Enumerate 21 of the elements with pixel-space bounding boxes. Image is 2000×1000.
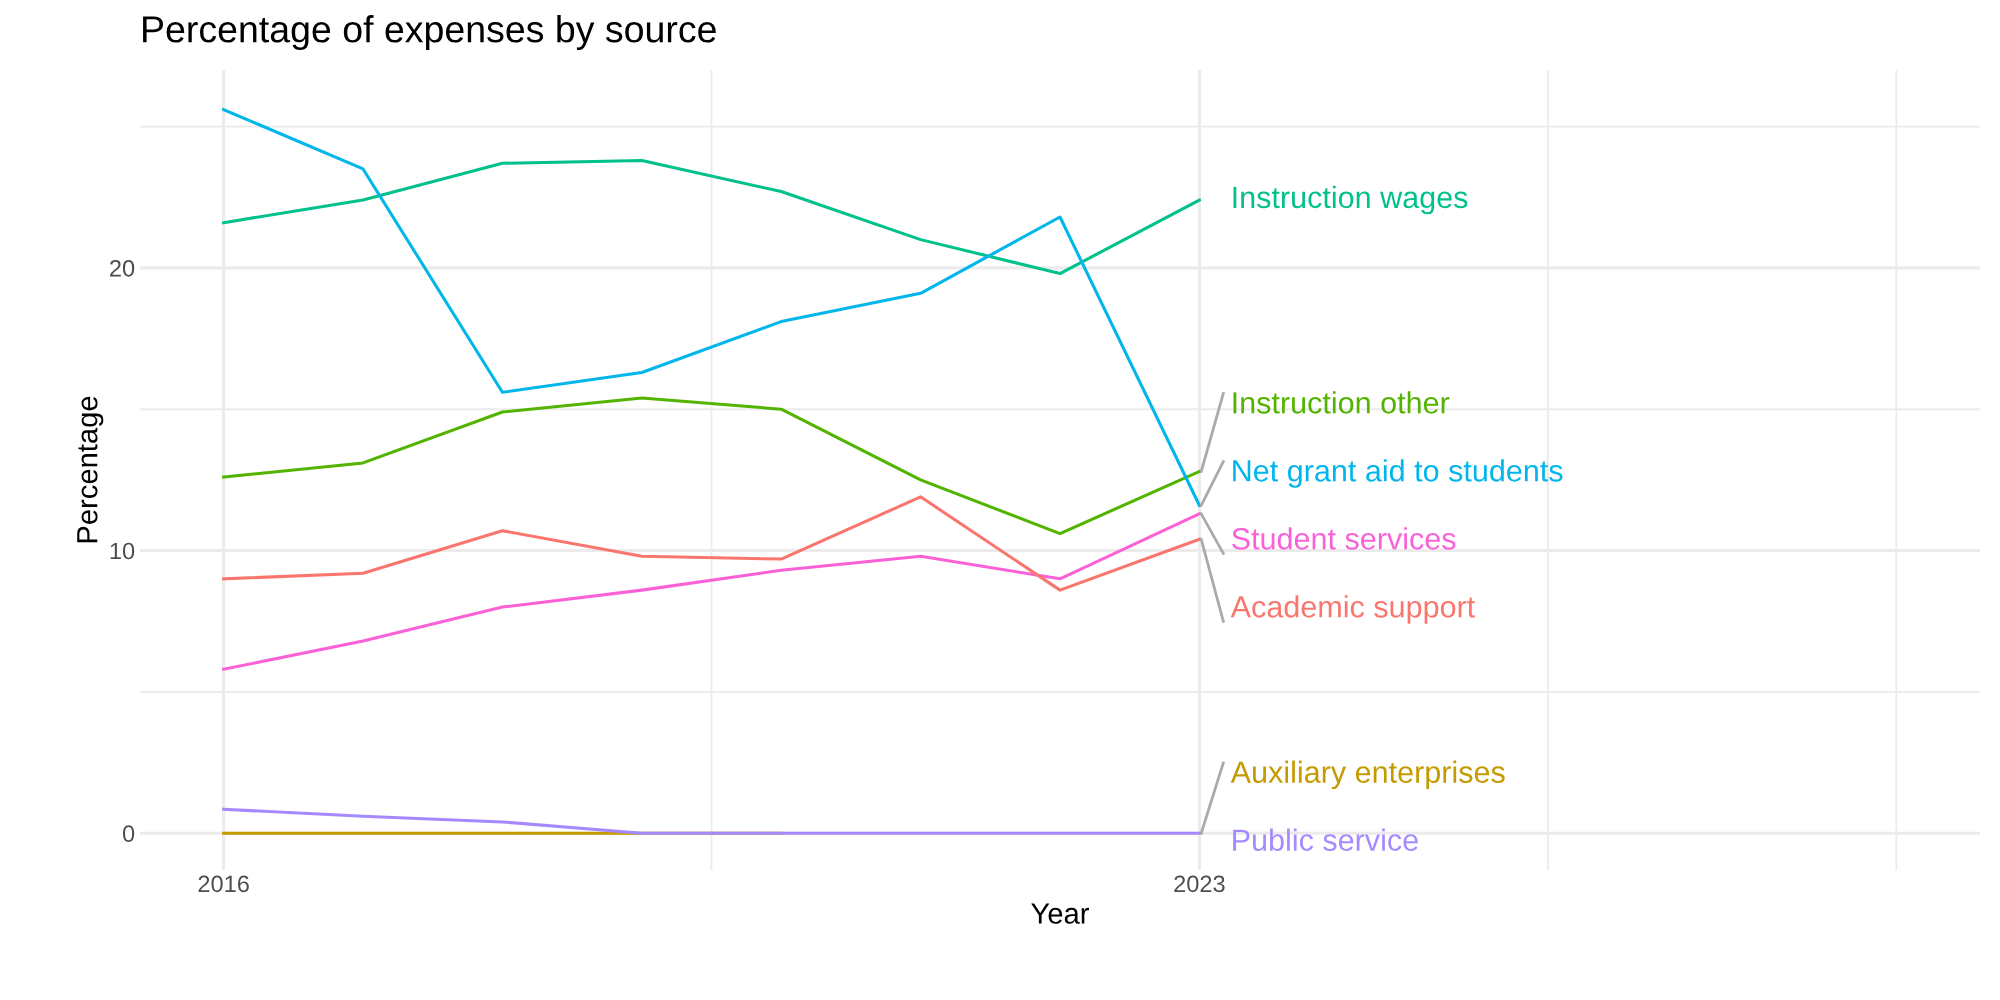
y-tick-label: 0	[122, 825, 135, 843]
x-axis-title: Year	[1031, 903, 1089, 924]
chart-title: Percentage of expenses by source	[143, 15, 716, 50]
y-axis-title: Percentage	[77, 396, 104, 543]
line-series	[222, 158, 1201, 276]
x-tick-label: 2023	[1174, 875, 1225, 893]
series-label: Instruction wages	[1233, 185, 1468, 215]
text: Academic support	[1230, 595, 1476, 624]
series-label: Net grant aid to students	[1233, 459, 1563, 488]
text: Auxiliary enterprises	[1230, 760, 1505, 790]
series-label: Student services	[1232, 527, 1456, 550]
line-series	[222, 396, 1201, 536]
x-tick-label: 2016	[198, 875, 249, 893]
y-tick-label: 10	[110, 542, 135, 560]
line-series	[222, 495, 1201, 592]
text: Instruction other	[1233, 391, 1450, 414]
line-series	[222, 807, 1201, 835]
line-series	[222, 512, 1201, 671]
line-series	[222, 108, 1201, 507]
series-label: Public service	[1233, 828, 1418, 851]
y-tick-label: 20	[110, 259, 135, 277]
